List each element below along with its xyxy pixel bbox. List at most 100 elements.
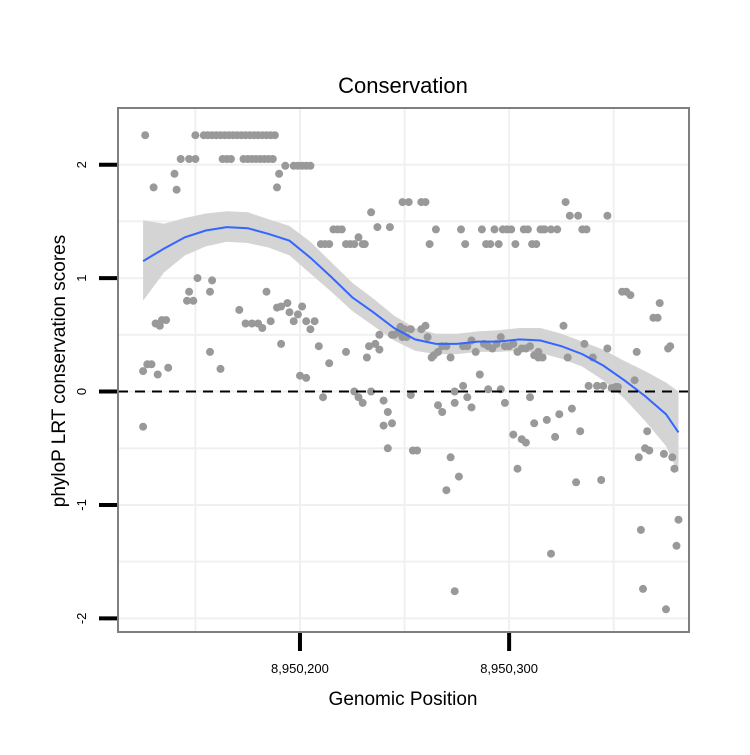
data-point [275,169,284,178]
data-point [298,302,307,311]
data-point [185,155,194,163]
data-point [191,131,200,140]
data-point [523,225,532,234]
confidence-band-layer [143,211,679,474]
data-point [421,321,430,330]
y-tick-label: 1 [74,275,89,282]
smooth-line-layer [142,226,680,433]
data-point [438,408,447,416]
data-point [383,408,392,416]
y-tick-label: 2 [74,161,89,168]
data-point [666,342,675,351]
scatter-points [139,131,683,614]
data-point [630,376,639,385]
data-point [561,198,570,207]
data-point [216,364,225,373]
data-point [582,225,591,234]
data-point [574,211,583,220]
data-point [406,391,415,399]
confidence-band [143,211,679,474]
y-tick-label: -2 [74,613,89,625]
data-point [461,240,470,249]
data-point [672,541,681,550]
data-point [421,198,430,207]
data-point [258,324,267,332]
data-point [521,438,530,447]
data-point [141,131,150,140]
data-point [511,240,520,249]
data-point [534,353,543,362]
data-point [354,393,363,402]
data-point [634,453,643,462]
data-point [659,449,668,458]
data-point [273,183,281,192]
data-point [367,208,376,217]
data-point [636,525,645,534]
data-point [383,444,392,453]
data-point [450,398,459,407]
data-point [277,339,286,348]
data-point [509,339,518,348]
data-point [500,398,509,407]
data-point [350,387,359,396]
data-point [530,419,539,428]
data-point [373,223,382,232]
panel-border [117,107,690,633]
data-point [454,472,463,481]
data-point [314,342,323,351]
data-point [442,486,451,495]
data-point [385,223,394,232]
data-point [496,333,505,342]
data-point [406,325,415,334]
data-point [306,325,315,334]
data-point [434,401,442,410]
data-point [632,347,641,356]
data-point [183,296,191,305]
data-point [247,319,256,328]
y-tick-label: -1 [74,499,89,511]
data-point [362,353,371,362]
data-point [302,317,311,326]
data-point [513,464,522,473]
data-point [262,287,271,296]
data-point [337,225,346,234]
data-point [674,515,683,524]
data-point [147,360,156,369]
data-point [597,476,606,484]
data-point [365,342,373,351]
data-point [375,330,384,339]
data-point [153,370,162,379]
data-point [306,161,315,170]
x-tick-label: 8,950,300 [480,661,538,676]
data-point [555,410,564,419]
data-point [423,333,432,342]
data-point [296,371,304,380]
data-point [526,393,534,402]
data-point [325,240,334,249]
data-point [285,308,294,317]
data-point [172,185,181,194]
data-point [580,339,589,348]
y-axis-title: phyloP LRT conservation scores [49,235,70,508]
data-point [283,299,292,308]
data-point [532,240,541,249]
x-axis-title: Genomic Position [329,689,478,710]
data-point [613,383,622,391]
data-point [668,453,677,462]
data-point [567,404,576,413]
data-point [191,155,200,163]
data-point [639,584,647,593]
data-point [463,393,472,402]
data-point [379,421,388,430]
data-point [162,316,171,325]
data-point [367,387,376,396]
data-point [139,422,148,431]
data-point [486,240,495,249]
data-point [176,155,185,163]
data-point [149,183,158,192]
data-point [477,225,486,234]
data-point [507,225,516,234]
data-point [662,605,670,614]
